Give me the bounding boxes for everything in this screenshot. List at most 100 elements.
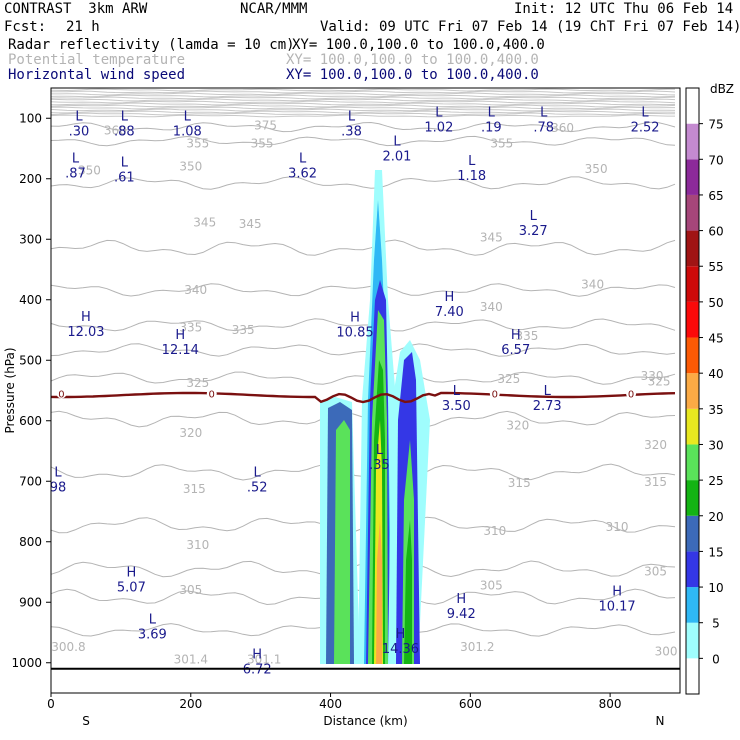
colorbar-segment [686,480,699,516]
colorbar-tick-label: 55 [708,260,723,274]
theta-contour-label: 320 [179,426,202,440]
colorbar-tick-label: 15 [708,545,723,559]
theta-contour-label: 340 [581,278,604,292]
freezing-level-label-bg [489,388,500,399]
field-xy-reflectivity: XY= 100.0,100.0 to 100.0,400.0 [292,37,545,53]
theta-contour-label: 305 [480,578,503,592]
wind-extremum-symbol: L [184,110,192,125]
wind-extremum-symbol: L [488,105,496,120]
wind-extremum-value: 2.01 [382,150,411,165]
theta-contour-line [50,110,676,114]
y-tick-label: 800 [19,535,42,549]
wind-extremum-symbol: H [511,328,521,343]
wind-extremum-value: .61 [114,171,135,186]
theta-contour-line [50,100,676,104]
y-axis-title: Pressure (hPa) [3,347,17,433]
y-tick-label: 1000 [11,656,42,670]
theta-contour-label: 310 [606,520,629,534]
wind-extremum-symbol: H [350,311,360,326]
field-name-wind: Horizontal wind speed [8,67,186,83]
theta-contour-line [50,88,675,92]
colorbar-segment [686,266,699,302]
colorbar-tick-label: 75 [708,118,723,132]
colorbar-segment [686,658,699,694]
theta-contour-label: 300.8 [51,640,85,654]
colorbar-tick-label: 65 [708,189,723,203]
wind-extremum-symbol: L [468,154,476,169]
freezing-level-label: 0 [209,390,215,401]
theta-contour-line [51,92,676,96]
wind-extremum-symbol: L [348,110,356,125]
theta-contour-label: 325 [497,372,520,386]
forecast-hour: 21 h [66,19,100,35]
theta-contour-line [50,176,676,190]
wind-extremum-value: 7.40 [435,305,464,320]
reflectivity-cell [334,420,350,664]
wind-extremum-value: 3.50 [442,399,471,414]
y-tick-label: 700 [19,474,42,488]
colorbar-tick-label: 35 [708,403,723,417]
colorbar-segment [686,515,699,552]
theta-contour-label: 350 [585,162,608,176]
x-tick-label: 800 [599,697,622,711]
wind-extremum-symbol: L [254,465,262,480]
theta-contour-label: 305 [179,583,202,597]
theta-contour-label: 350 [78,163,101,177]
wind-extremum-symbol: L [376,443,384,458]
field-name-theta: Potential temperature [8,52,186,68]
reflectivity-cell [376,520,382,664]
theta-contour-label: 345 [193,215,216,229]
wind-extremum-value: 10.85 [336,326,373,341]
wind-extremum-symbol: H [396,627,406,642]
wind-extremum-value: 1.08 [173,125,202,140]
theta-contour-label: 355 [186,137,209,151]
theta-contour-label: 345 [480,230,503,244]
wind-extremum-value: 1.02 [424,120,453,135]
colorbar-tick-label: 40 [708,367,723,381]
y-tick-label: 300 [19,232,42,246]
theta-contour-label: 350 [179,160,202,174]
valid-time: Valid: 09 UTC Fri 07 Feb 14 (19 ChT Fri … [320,19,740,35]
field-xy-wind: XY= 100.0,100.0 to 100.0,400.0 [286,67,539,83]
y-tick-label: 900 [19,595,42,609]
theta-contour-label: 301.2 [460,640,494,654]
x-tick-label: 0 [47,697,55,711]
colorbar-tick-label: 60 [708,225,723,239]
colorbar-tick-label: 5 [712,617,720,631]
theta-contour-line [50,96,676,100]
colorbar-frame [685,87,700,695]
theta-contour-line [50,94,676,98]
theta-contour-line [50,283,676,297]
wind-extremum-symbol: H [175,328,185,343]
colorbar-tick-label: 50 [708,296,723,310]
reflectivity-cell [404,520,412,664]
field-xy-theta: XY= 100.0,100.0 to 100.0,400.0 [286,52,539,68]
colorbar-segment [686,159,699,195]
theta-contour-line [50,104,676,108]
colorbar-segment [686,551,699,588]
x-tick-label: 600 [459,697,482,711]
wind-extremum-value: .19 [481,120,502,135]
theta-contour-line [50,239,676,256]
y-tick-label: 100 [19,111,42,125]
theta-contour-line [50,108,676,112]
colorbar-segment [686,123,699,160]
wind-extremum-symbol: L [530,209,538,224]
colorbar-tick-label: 70 [708,153,723,167]
colorbar-tick-label: 45 [708,332,723,346]
theta-contour-label: 360 [551,121,574,135]
wind-extremum-symbol: L [75,110,83,125]
colorbar-segment [686,622,699,659]
y-tick-label: 200 [19,172,42,186]
theta-contour-label: 315 [183,482,206,496]
wind-extremum-value: 1.18 [457,169,486,184]
center-title: NCAR/MMM [240,1,308,17]
wind-extremum-symbol: L [544,384,552,399]
theta-contour-label: 305 [644,564,667,578]
wind-extremum-symbol: L [149,612,157,627]
theta-contour-label: 310 [186,538,209,552]
theta-contour-label: 345 [239,217,262,231]
wind-extremum-value: 2.52 [631,120,660,135]
theta-contour-line [50,343,676,357]
